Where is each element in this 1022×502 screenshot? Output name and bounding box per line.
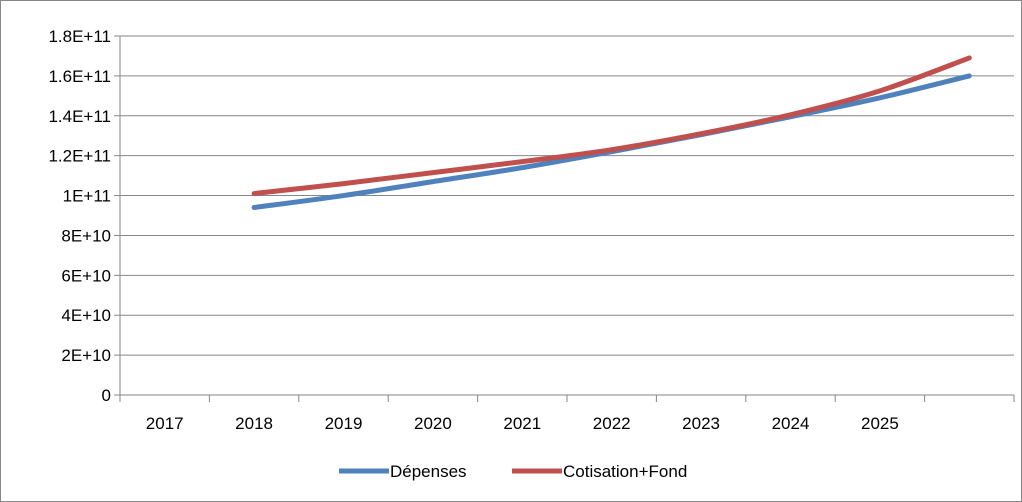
x-tick-label: 2019 — [325, 414, 363, 433]
x-tick-label: 2023 — [682, 414, 720, 433]
y-tick-label: 0 — [102, 386, 111, 405]
y-tick-label: 1.2E+11 — [48, 147, 111, 166]
axis-layer: 0 2E+10 4E+10 6E+10 8E+10 1E+11 1.2E+11 1.4E+11… — [48, 27, 1015, 433]
y-tick-label: 1.8E+11 — [48, 27, 111, 46]
series-line-cotisation-fond — [251, 55, 972, 197]
y-tick-label: 6E+10 — [61, 266, 111, 285]
x-tick-label: 2025 — [861, 414, 899, 433]
legend-label-depenses: Dépenses — [390, 462, 467, 481]
x-tick-label: 2017 — [146, 414, 184, 433]
y-tick-label: 1.6E+11 — [48, 67, 111, 86]
series-layer — [251, 55, 972, 211]
x-tick-label: 2024 — [772, 414, 810, 433]
y-tick-label: 2E+10 — [61, 346, 111, 365]
x-tick-label: 2022 — [593, 414, 631, 433]
x-tick-label: 2020 — [414, 414, 452, 433]
legend-label-cotisation-fond: Cotisation+Fond — [563, 462, 687, 481]
y-tick-label: 1.4E+11 — [48, 107, 111, 126]
legend: Dépenses Cotisation+Fond — [339, 462, 687, 481]
x-tick-label: 2018 — [235, 414, 273, 433]
y-tick-label: 4E+10 — [61, 306, 111, 325]
y-tick-label: 8E+10 — [61, 226, 111, 245]
y-tick-label: 1E+11 — [63, 187, 111, 206]
x-tick-label: 2021 — [503, 414, 541, 433]
